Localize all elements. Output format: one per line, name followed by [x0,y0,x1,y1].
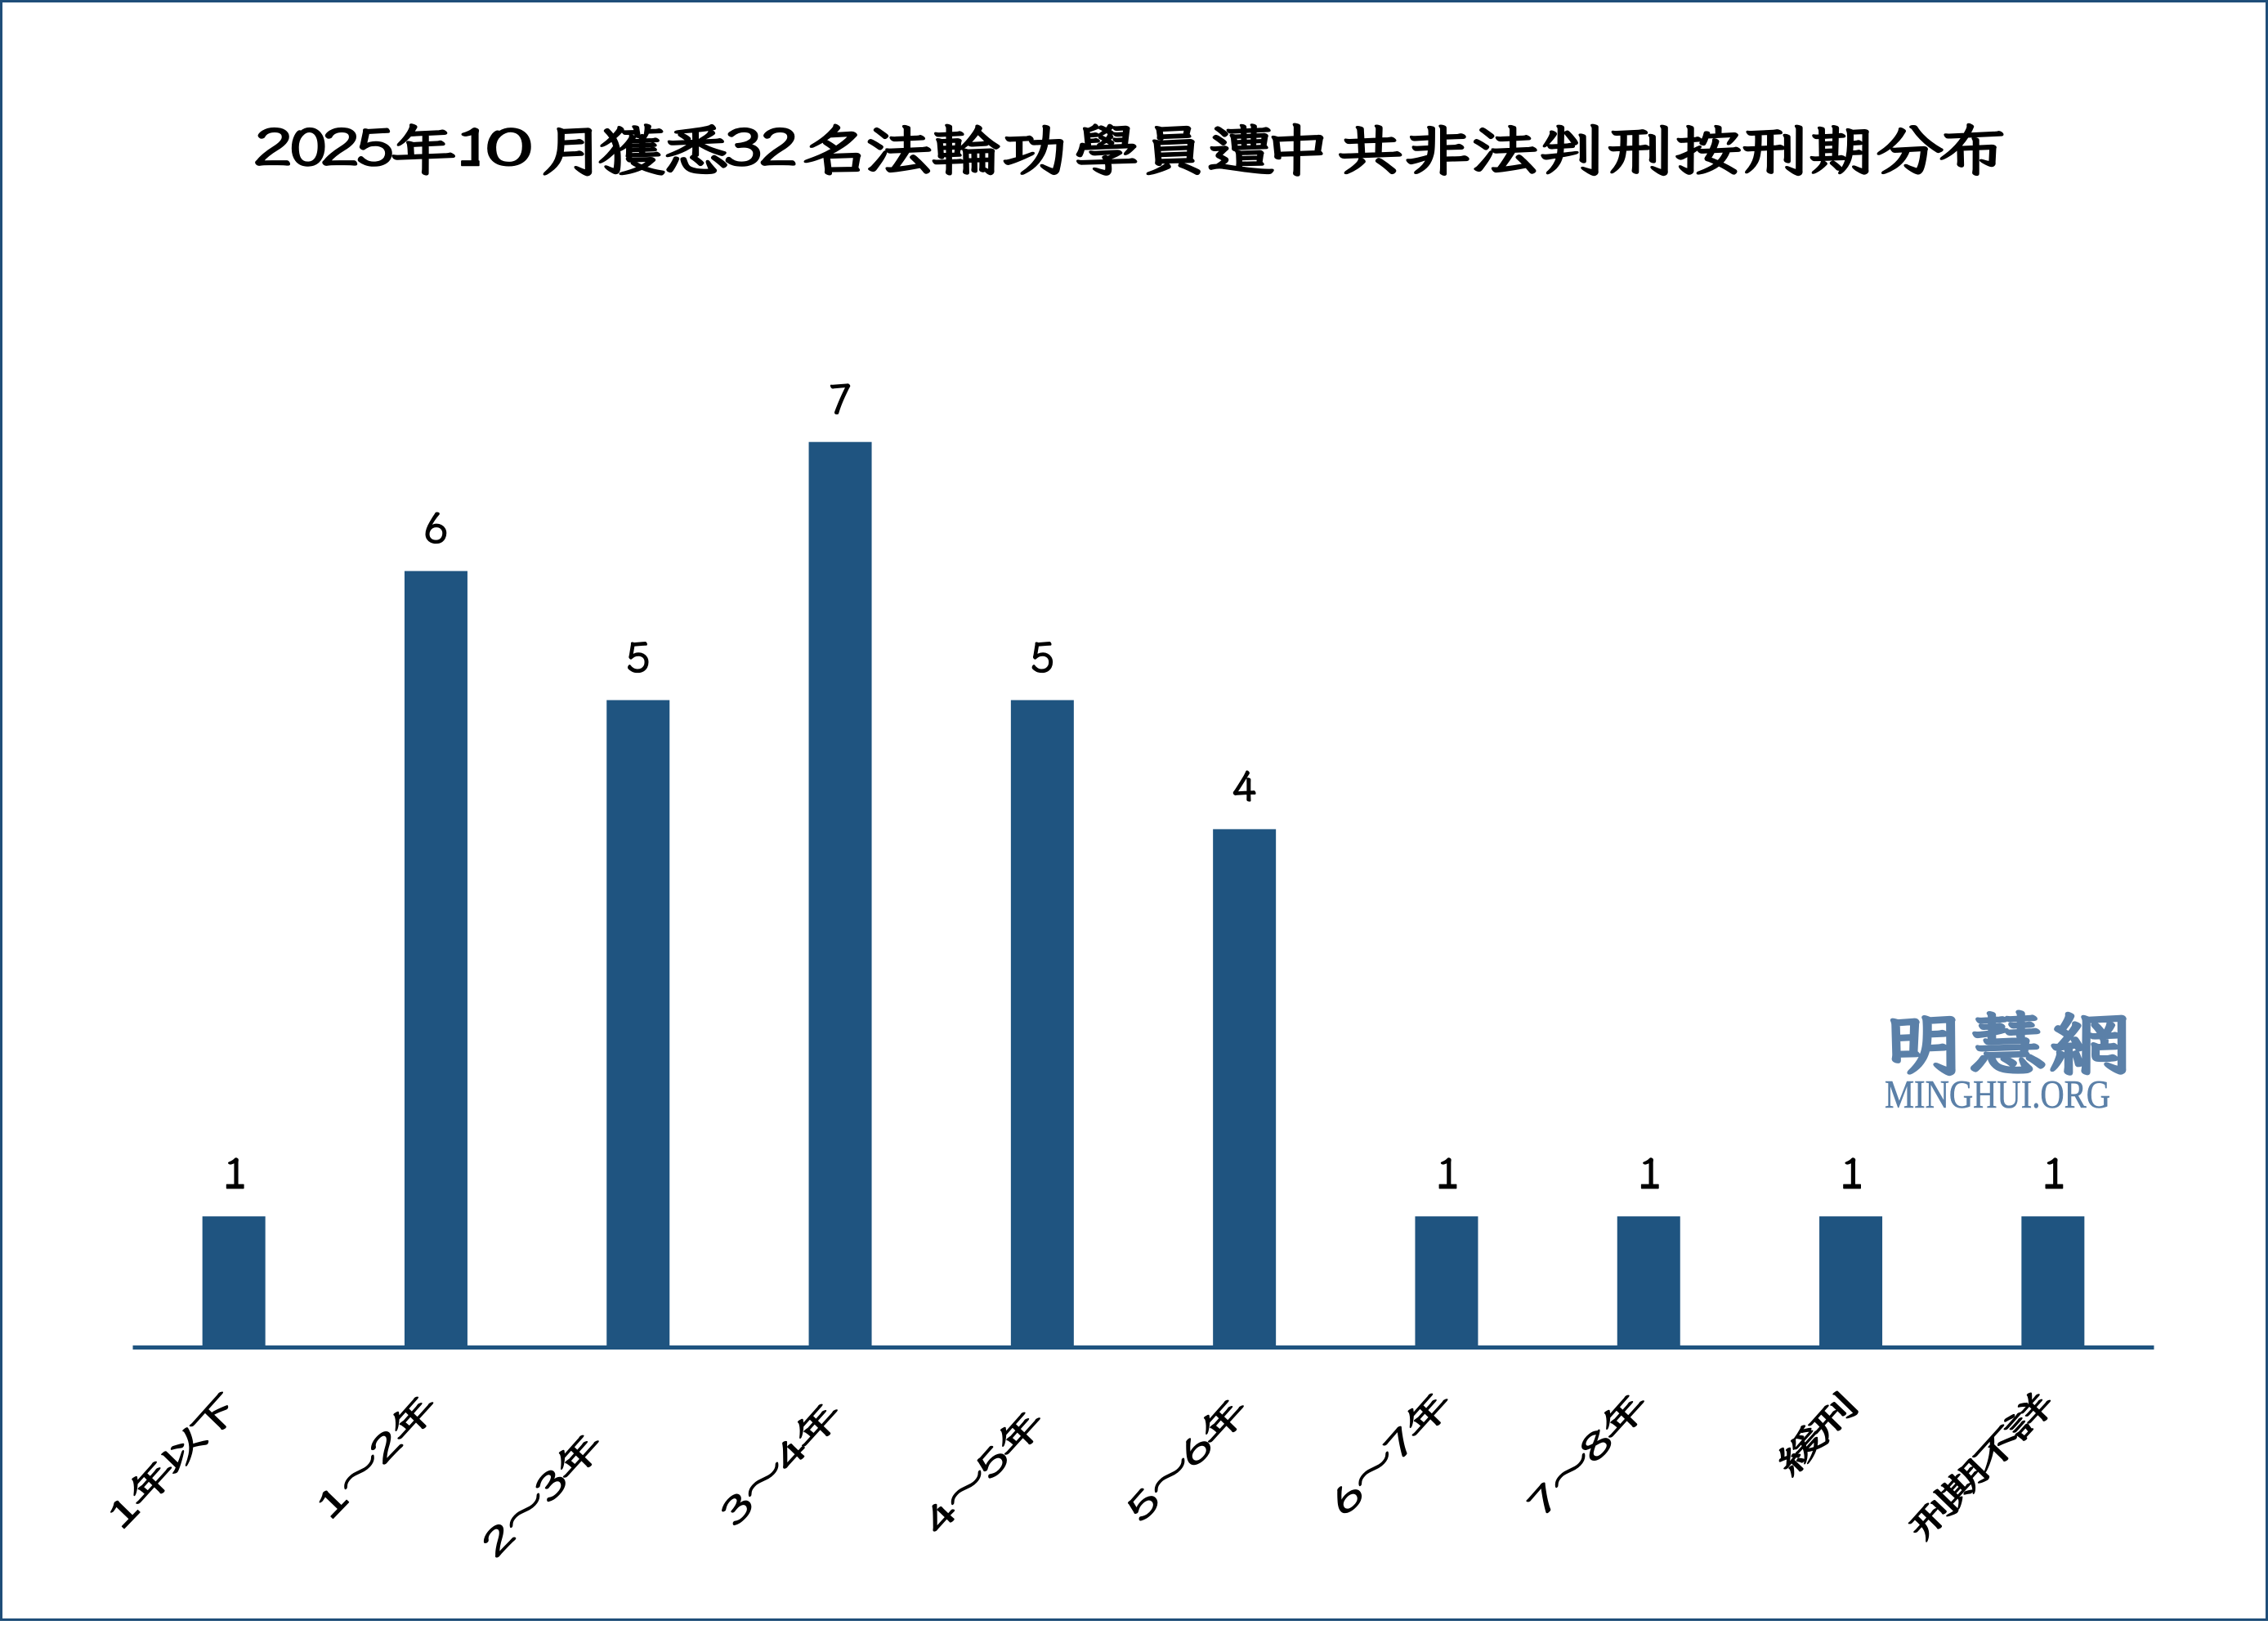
svg-text:MINGHUI.ORG: MINGHUI.ORG [1885,1072,2110,1117]
